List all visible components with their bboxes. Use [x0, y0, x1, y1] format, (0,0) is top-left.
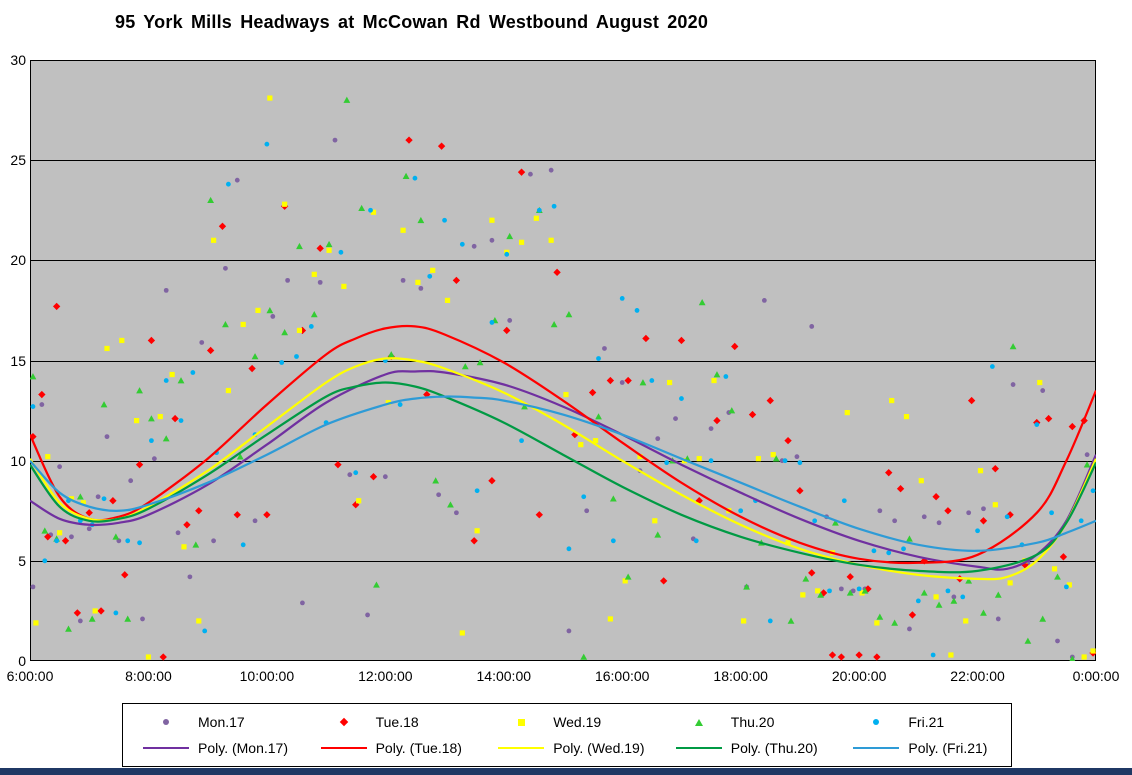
x-axis-label: 10:00:00: [239, 668, 295, 684]
y-axis-label: 5: [18, 552, 26, 569]
poly-thu20-line-icon: [675, 746, 722, 750]
legend-label-thu20: Thu.20: [730, 714, 775, 730]
x-axis-label: 16:00:00: [594, 668, 650, 684]
legend-item-poly-wed19: Poly. (Wed.19): [478, 740, 656, 756]
legend-item-wed19: Wed.19: [478, 714, 656, 730]
y-axis-label: 30: [10, 52, 26, 68]
bottom-bar: [0, 768, 1132, 775]
scatter-series-thu20: [30, 96, 1091, 661]
legend-row-trendlines: Poly. (Mon.17) Poly. (Tue.18) Poly. (Wed…: [123, 740, 1011, 756]
poly-fri21-line-icon: [853, 746, 900, 750]
tue18-marker-icon: [321, 717, 367, 727]
poly-tue18-line-icon: [320, 746, 367, 750]
legend-item-poly-tue18: Poly. (Tue.18): [301, 740, 479, 756]
legend-item-thu20: Thu.20: [656, 714, 834, 730]
legend-label-mon17: Mon.17: [198, 714, 245, 730]
wed19-marker-icon: [498, 718, 544, 726]
x-axis-label: 6:00:00: [6, 668, 54, 684]
thu20-marker-icon: [676, 718, 722, 726]
y-axis-label: 0: [18, 653, 26, 669]
trendline-poly-thu-20: [30, 381, 1096, 574]
legend-item-poly-thu20: Poly. (Thu.20): [656, 740, 834, 756]
legend-item-poly-mon17: Poly. (Mon.17): [123, 740, 301, 756]
legend-label-tue18: Tue.18: [375, 714, 419, 730]
trendline-poly-wed-19: [30, 357, 1096, 581]
legend-item-mon17: Mon.17: [123, 714, 301, 730]
y-axis-label: 25: [10, 152, 26, 169]
legend-label-poly-wed19: Poly. (Wed.19): [553, 740, 645, 756]
x-axis-label: 18:00:00: [713, 668, 768, 684]
trendline-poly-mon-17: [30, 369, 1096, 571]
x-axis-label: 20:00:00: [831, 668, 887, 684]
y-axis-label: 10: [10, 452, 26, 469]
x-axis-label: 22:00:00: [950, 668, 1005, 684]
legend-label-poly-fri21: Poly. (Fri.21): [908, 740, 988, 756]
trendline-poly-tue-18: [30, 324, 1096, 565]
legend-label-poly-mon17: Poly. (Mon.17): [198, 740, 288, 756]
legend-label-fri21: Fri.21: [908, 714, 945, 730]
plot-area: [30, 60, 1096, 661]
legend-item-tue18: Tue.18: [301, 714, 479, 730]
x-axis-label: 0:00:00: [1072, 668, 1120, 684]
x-axis-label: 12:00:00: [358, 668, 413, 684]
fri21-marker-icon: [853, 719, 899, 725]
legend-item-fri21: Fri.21: [833, 714, 1011, 730]
poly-mon17-line-icon: [143, 746, 189, 750]
mon17-marker-icon: [143, 719, 189, 725]
legend-label-poly-thu20: Poly. (Thu.20): [730, 740, 818, 756]
y-axis-label: 15: [10, 352, 26, 369]
chart-title: 95 York Mills Headways at McCowan Rd Wes…: [115, 12, 709, 32]
legend-label-poly-tue18: Poly. (Tue.18): [375, 740, 462, 756]
legend-item-poly-fri21: Poly. (Fri.21): [833, 740, 1011, 756]
x-axis-label: 14:00:00: [476, 668, 532, 684]
poly-wed19-line-icon: [498, 746, 545, 750]
scatter-series-fri21: [30, 141, 1096, 658]
x-axis-label: 8:00:00: [125, 668, 172, 684]
legend: Mon.17 Tue.18 Wed.19 Thu.20 Fri.21: [122, 703, 1012, 767]
legend-label-wed19: Wed.19: [553, 714, 602, 730]
legend-row-markers: Mon.17 Tue.18 Wed.19 Thu.20 Fri.21: [123, 714, 1011, 730]
y-axis-label: 20: [10, 252, 26, 269]
trendline-poly-fri-21: [30, 395, 1096, 552]
